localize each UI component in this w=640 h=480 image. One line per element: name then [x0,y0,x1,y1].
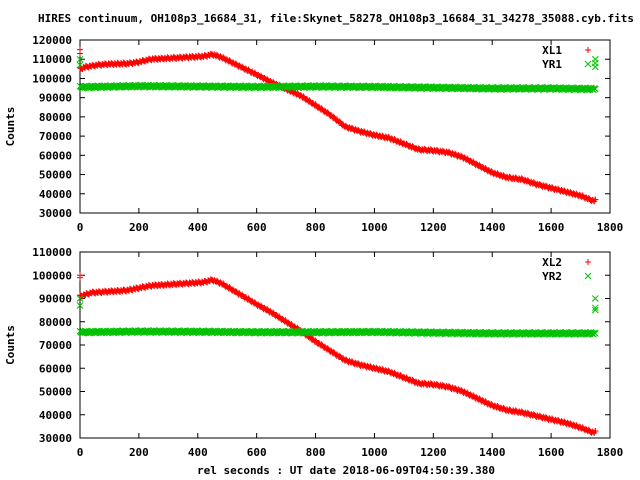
plot-frame [79,39,611,214]
data-point-outlier [76,302,84,309]
data-point [591,85,599,93]
y-tick-label: 30000 [39,207,72,220]
y-tick-label: 120000 [32,34,72,47]
legend-label: YR2 [542,270,562,283]
x-tick-label: 1200 [420,221,447,234]
legend-label: XL1 [542,44,562,57]
y-tick-label: 30000 [39,432,72,445]
data-point [577,331,585,338]
chart-title: HIRES continuum, OH108p3_16684_31, file:… [38,12,634,25]
y-tick-label: 70000 [39,130,72,143]
x-tick-label: 200 [129,221,149,234]
data-point-outlier [77,50,83,57]
legend-marker [585,47,591,53]
y-tick-label: 50000 [39,386,72,399]
legend-marker-symbol [585,259,591,265]
y-tick-label: 40000 [39,409,72,422]
y-tick-label: 80000 [39,111,72,124]
x-tick-label: 200 [129,446,149,459]
y-tick-label: 50000 [39,169,72,182]
data-point-outlier [592,428,599,435]
x-axis-label: rel seconds : UT date 2018-06-09T04:50:3… [197,464,495,477]
series-YR2 [76,295,599,338]
y-tick-label: 90000 [39,293,72,306]
y-axis-label: Counts [4,325,17,365]
data-point [590,86,597,94]
data-point-outlier [591,63,599,71]
data-point [571,331,579,338]
x-tick-label: 1000 [361,221,388,234]
y-tick-label: 40000 [39,188,72,201]
data-point-outlier [76,61,84,69]
data-point-outlier [76,55,84,63]
data-point-outlier [591,304,599,312]
legend-marker-symbol [584,60,592,68]
x-tick-label: 1600 [538,446,565,459]
x-tick-label: 800 [306,221,326,234]
x-tick-label: 400 [188,446,208,459]
plots: 0 200 400 600 800 1000 1200 1400 1600 1800 30000 40… [4,34,623,459]
data-point-outlier [591,306,599,314]
x-tick-label: 1800 [597,221,624,234]
plot-panel-1: 0 200 400 600 800 1000 1200 1400 1600 1800 30000 40… [4,34,623,234]
y-tick-label: 100000 [32,72,72,85]
y-tick-label: 70000 [39,339,72,352]
data-point-outlier [77,274,83,281]
y-tick-label: 60000 [39,362,72,375]
plot-panel-2: 0 200 400 600 800 1000 1200 1400 1600 1800 30000 40… [4,246,623,459]
data-point-outlier [591,295,599,302]
data-point [590,331,597,338]
x-tick-label: 1400 [479,446,506,459]
legend-label: XL2 [542,256,562,269]
x-tick-label: 1000 [361,446,388,459]
x-tick-label: 1400 [479,221,506,234]
series-XL1 [77,46,599,205]
x-tick-label: 800 [306,446,326,459]
x-tick-label: 600 [247,221,267,234]
data-point-outlier [76,295,84,302]
y-tick-label: 60000 [39,149,72,162]
y-tick-label: 110000 [32,246,72,259]
data-point-outlier [592,196,599,203]
series-YR1 [76,55,599,94]
legend-label: YR1 [542,58,562,71]
x-tick-label: 1200 [420,446,447,459]
x-tick-label: 600 [247,446,267,459]
series-XL2 [77,272,599,436]
x-tick-label: 1600 [538,221,565,234]
y-tick-label: 90000 [39,92,72,105]
legend-marker-symbol [584,272,592,280]
x-tick-label: 400 [188,221,208,234]
y-tick-label: 80000 [39,316,72,329]
x-tick-label: 0 [77,221,84,234]
data-point [559,331,566,338]
x-tick-label: 0 [77,446,84,459]
legend-marker [585,259,591,265]
data-point [553,331,560,338]
legend-marker-symbol [585,47,591,53]
legend-marker [584,272,592,280]
data-point [591,330,599,337]
legend-marker [584,60,592,68]
y-tick-label: 110000 [32,53,72,66]
y-tick-label: 100000 [32,269,72,282]
plot-frame [79,251,611,439]
y-axis-label: Counts [4,107,17,147]
x-tick-label: 1800 [597,446,624,459]
